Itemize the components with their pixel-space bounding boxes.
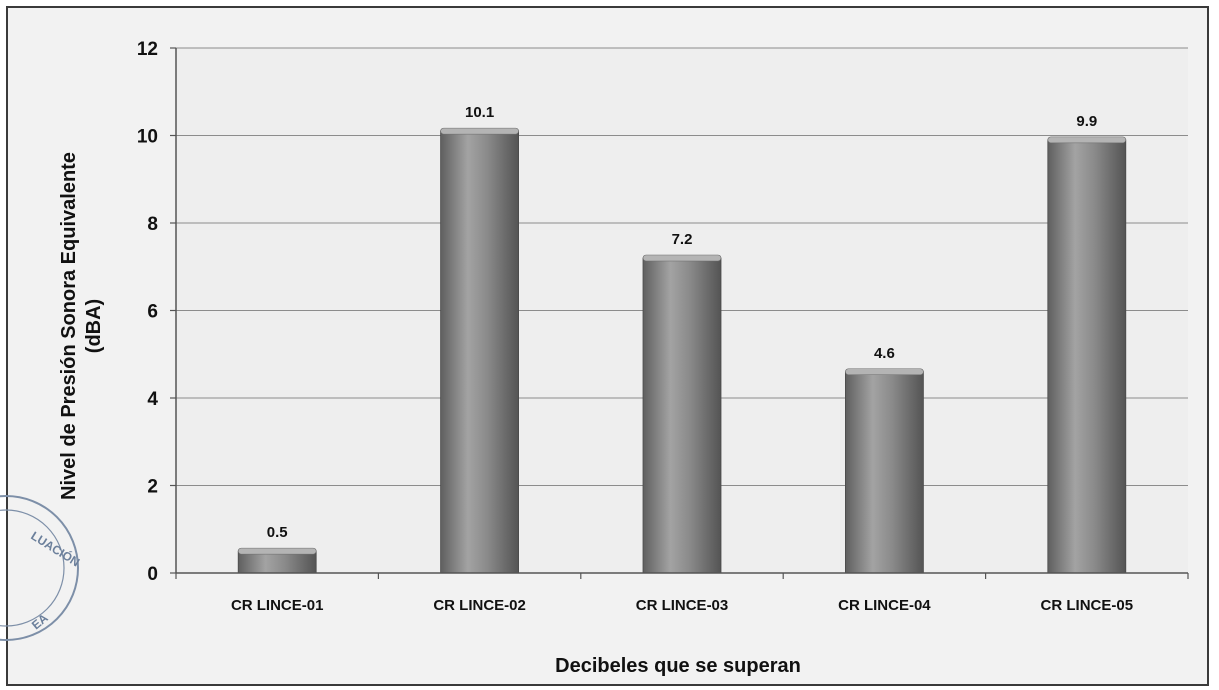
y-axis-title-line1: Nivel de Presión Sonora Equivalente (58, 152, 80, 500)
y-tick-label: 10 (137, 127, 158, 148)
bar (1047, 139, 1127, 574)
y-tick-label: 12 (137, 39, 158, 60)
bar-top-cap (845, 368, 924, 376)
stamp-seal: LUACIÓN EA (0, 495, 83, 641)
data-label: 7.2 (672, 231, 693, 248)
bar-top-cap (642, 254, 722, 262)
y-tick-labels: 0 2 4 6 8 10 12 (137, 39, 159, 585)
bar-top-cap (440, 127, 519, 135)
x-category-labels: CR LINCE-01 CR LINCE-02 CR LINCE-03 CR LINC… (231, 597, 1133, 614)
y-tick-label: 6 (147, 302, 158, 323)
bar-cr-lince-03 (642, 254, 722, 574)
y-tick-label: 0 (147, 564, 158, 585)
data-label: 10.1 (465, 104, 494, 121)
x-category-label: CR LINCE-03 (636, 597, 729, 614)
data-labels: 0.5 10.1 7.2 4.6 9.9 (267, 104, 1097, 541)
data-label: 9.9 (1076, 113, 1097, 130)
bar (642, 257, 722, 574)
x-category-label: CR LINCE-02 (433, 597, 526, 614)
bar-cr-lince-05 (1047, 136, 1127, 574)
bar-cr-lince-04 (845, 368, 924, 574)
bar (440, 130, 520, 574)
x-category-label: CR LINCE-01 (231, 597, 324, 614)
x-category-label: CR LINCE-05 (1041, 597, 1134, 614)
y-tick-label: 2 (147, 477, 158, 498)
bar-top-cap (1047, 136, 1127, 144)
y-tick-label: 8 (147, 214, 158, 235)
bar (845, 371, 924, 574)
y-axis-title-line2: (dBA) (83, 299, 105, 353)
data-label: 0.5 (267, 524, 288, 541)
x-category-label: CR LINCE-04 (838, 597, 931, 614)
bar-cr-lince-02 (440, 127, 520, 574)
bar-top-cap (237, 547, 317, 555)
x-axis-title: Decibeles que se superan (555, 655, 801, 677)
y-tick-label: 4 (147, 389, 158, 410)
chart-frame: LUACIÓN EA 0 2 4 6 8 10 12 0.5 10.1 7.2 4.6 9.9 CR… (0, 6, 1209, 686)
data-label: 4.6 (874, 345, 895, 362)
bar-cr-lince-01 (237, 547, 317, 574)
